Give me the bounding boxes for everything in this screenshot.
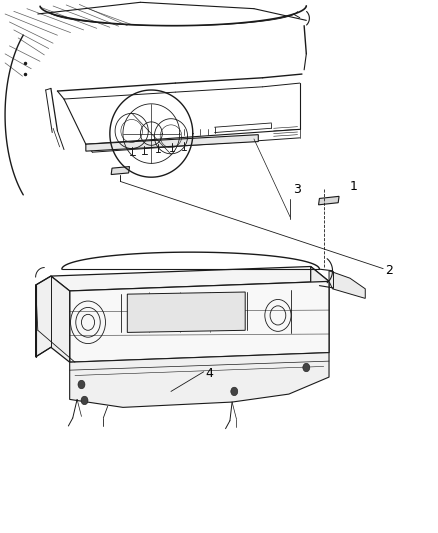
Polygon shape [70, 281, 329, 362]
Polygon shape [86, 135, 258, 151]
Circle shape [81, 396, 88, 405]
Polygon shape [329, 271, 365, 298]
Polygon shape [111, 166, 130, 174]
Circle shape [303, 364, 310, 372]
Text: 4: 4 [205, 367, 213, 381]
Polygon shape [70, 353, 329, 407]
Text: 3: 3 [293, 183, 301, 196]
Text: 1: 1 [350, 180, 358, 193]
Polygon shape [127, 292, 245, 333]
Text: 2: 2 [385, 264, 393, 277]
Polygon shape [318, 196, 339, 205]
Polygon shape [311, 266, 329, 353]
Circle shape [231, 387, 238, 395]
Polygon shape [35, 276, 70, 362]
Polygon shape [51, 266, 329, 291]
Circle shape [78, 380, 85, 389]
